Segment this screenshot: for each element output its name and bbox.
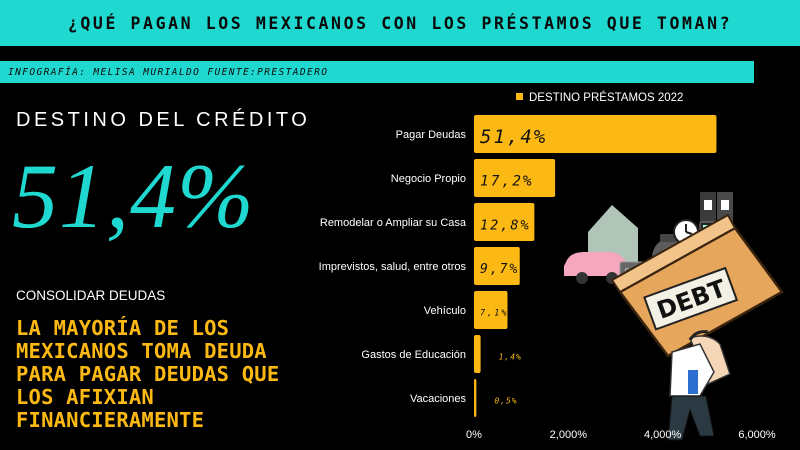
data-label: 9,7% (480, 262, 519, 277)
header-bar: ¿QUÉ PAGAN LOS MEXICANOS CON LOS PRÉSTAM… (0, 0, 800, 46)
bar (474, 159, 556, 197)
headline: LA MAYORÍA DE LOS MEXICANOS TOMA DEUDA P… (16, 317, 356, 432)
bar (474, 247, 520, 285)
category-label: Imprevistos, salud, entre otros (319, 261, 467, 273)
data-label: 12,8% (480, 217, 531, 233)
section-title: DESTINO DEL CRÉDITO (16, 109, 311, 131)
x-tick-label: 2,000% (550, 429, 588, 441)
category-label: Remodelar o Ampliar su Casa (320, 217, 467, 229)
bar (474, 335, 481, 373)
data-label: 0,5% (494, 397, 517, 406)
headline-line: LOS AFIXIAN (16, 385, 154, 409)
headline-line: MEXICANOS TOMA DEUDA (16, 339, 267, 363)
bar (474, 291, 508, 329)
big-number: 51,4% (12, 145, 255, 247)
bar (474, 203, 535, 241)
data-label: 17,2% (480, 174, 534, 190)
bar (474, 115, 717, 153)
headline-line: FINANCIERAMENTE (16, 408, 205, 432)
data-label: 51,4% (480, 126, 547, 148)
x-tick-label: 6,000% (738, 429, 776, 441)
bar (474, 379, 477, 417)
category-label: Vacaciones (410, 393, 467, 405)
x-tick-label: 4,000% (644, 429, 682, 441)
category-label: Gastos de Educación (361, 349, 466, 361)
credit-bar: INFOGRAFÍA: MELISA MURIALDO FUENTE:PREST… (0, 61, 754, 83)
credit-text: INFOGRAFÍA: MELISA MURIALDO FUENTE:PREST… (8, 66, 329, 78)
headline-line: PARA PAGAR DEUDAS QUE (16, 362, 280, 386)
x-tick-label: 0% (466, 429, 482, 441)
data-label: 1,4% (499, 353, 522, 362)
headline-line: LA MAYORÍA DE LOS (16, 316, 230, 340)
category-label: Vehículo (424, 305, 466, 317)
legend-swatch (516, 93, 523, 100)
legend-label: DESTINO PRÉSTAMOS 2022 (529, 91, 683, 104)
subheading: CONSOLIDAR DEUDAS (16, 288, 166, 303)
category-label: Pagar Deudas (396, 129, 467, 141)
category-label: Negocio Propio (391, 173, 466, 185)
data-label: 7,1% (480, 309, 508, 319)
page-title: ¿QUÉ PAGAN LOS MEXICANOS CON LOS PRÉSTAM… (67, 13, 733, 33)
